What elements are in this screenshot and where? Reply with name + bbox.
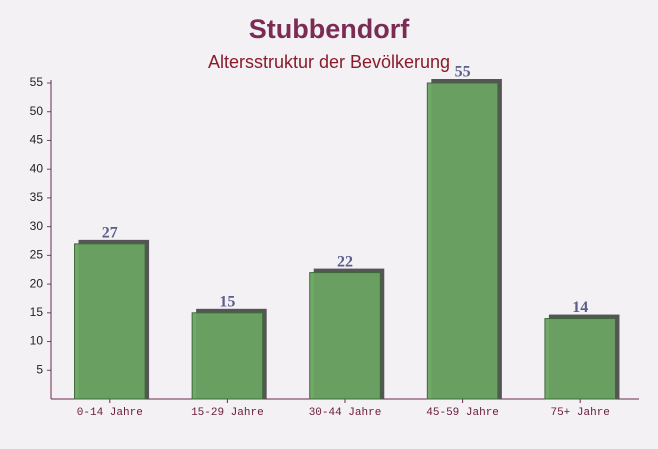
y-tick-label: 15 xyxy=(30,305,44,319)
x-tick-label: 15-29 Jahre xyxy=(191,407,264,419)
y-tick-label: 35 xyxy=(30,190,44,204)
bar xyxy=(191,312,264,400)
chart-subtitle: Altersstruktur der Bevölkerung xyxy=(208,52,450,72)
x-tick-label: 45-59 Jahre xyxy=(426,407,499,419)
x-tick-label: 75+ Jahre xyxy=(550,407,609,419)
value-label: 14 xyxy=(572,299,588,316)
x-tick-label: 0-14 Jahre xyxy=(77,407,143,419)
y-tick-label: 50 xyxy=(30,104,44,118)
value-label: 27 xyxy=(102,225,118,242)
chart-title: Stubbendorf xyxy=(249,14,410,44)
bar xyxy=(544,318,616,400)
bar xyxy=(309,272,381,400)
y-tick-label: 40 xyxy=(30,161,44,175)
y-tick-label: 10 xyxy=(30,334,44,348)
y-tick-label: 45 xyxy=(30,133,44,147)
bar xyxy=(426,82,499,400)
x-tick-label: 30-44 Jahre xyxy=(309,407,382,419)
y-tick-label: 5 xyxy=(36,362,43,376)
value-label: 55 xyxy=(455,64,471,81)
y-tick-label: 20 xyxy=(30,276,44,290)
value-label: 15 xyxy=(219,293,235,310)
bar xyxy=(74,243,146,400)
y-tick-label: 55 xyxy=(30,75,44,89)
y-tick-label: 25 xyxy=(30,248,44,262)
value-label: 22 xyxy=(337,253,353,270)
y-tick-label: 30 xyxy=(30,219,44,233)
